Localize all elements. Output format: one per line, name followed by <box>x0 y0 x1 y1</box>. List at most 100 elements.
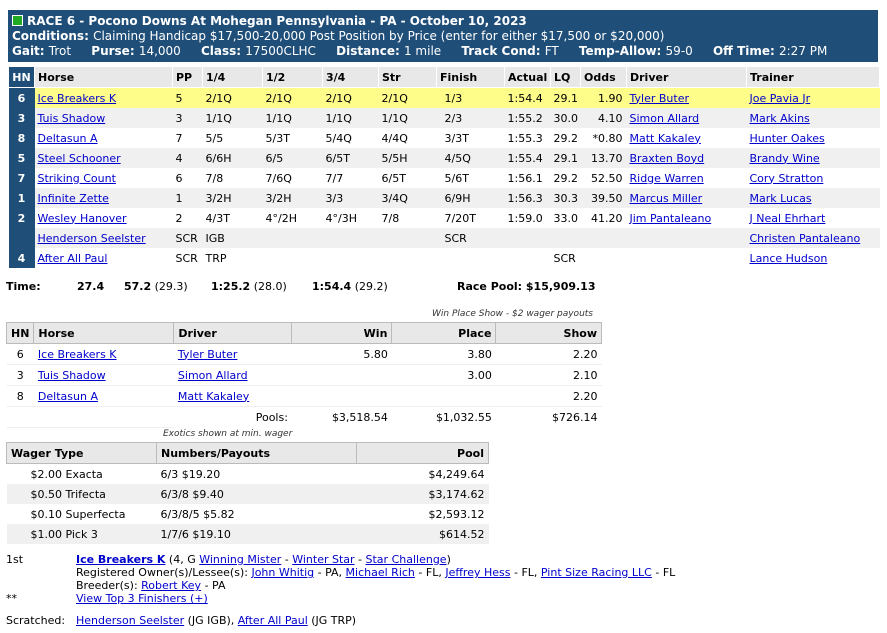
result-horse-link[interactable]: Steel Schooner <box>37 151 121 165</box>
wps-horse-link[interactable]: Tuis Shadow <box>37 368 106 382</box>
result-horse-link[interactable]: Tuis Shadow <box>37 111 106 125</box>
result-cell: Marcus Miller <box>626 188 747 208</box>
view-top3-link[interactable]: View Top 3 Finishers (+) <box>76 592 208 605</box>
scratched-horse-link[interactable]: After All Paul <box>237 614 308 627</box>
result-trainer-link[interactable]: Mark Lucas <box>749 191 812 205</box>
result-trainer-link[interactable]: Hunter Oakes <box>749 131 825 145</box>
result-odds <box>580 228 627 248</box>
exotic-row: $2.00 Exacta 6/3 $19.20 $4,249.64 <box>7 464 489 485</box>
result-pp: 2 <box>175 211 183 225</box>
result-trainer-link[interactable]: Brandy Wine <box>749 151 820 165</box>
wps-driver-link[interactable]: Simon Allard <box>177 368 248 382</box>
wps-horse-link[interactable]: Ice Breakers K <box>37 347 117 361</box>
owner-link[interactable]: John Whitig <box>251 566 315 579</box>
time-final-split: (29.2) <box>354 280 388 293</box>
results-table: HN Horse PP 1/4 1/2 3/4 Str Finish Actua… <box>8 66 880 268</box>
result-cell: J Neal Ehrhart <box>747 208 880 228</box>
result-trainer-link[interactable]: Cory Stratton <box>749 171 824 185</box>
wps-row: 8 Deltasun A Matt Kakaley 2.20 <box>6 385 602 407</box>
wps-col-show: Show <box>495 322 602 344</box>
winner-name-link[interactable]: Ice Breakers K <box>76 553 166 566</box>
result-cell: Striking Count <box>35 168 173 188</box>
result-horse-link[interactable]: Striking Count <box>37 171 116 185</box>
result-lq: 30.0 <box>550 108 581 128</box>
result-half: 6/5 <box>262 148 323 168</box>
result-driver-link[interactable]: Jim Pantaleano <box>629 211 712 225</box>
result-hn: 5 <box>8 148 35 168</box>
time-three-quarter-split: (28.0) <box>253 280 287 293</box>
wps-horse-link[interactable]: Deltasun A <box>37 389 98 403</box>
result-driver-link[interactable]: Simon Allard <box>629 111 700 125</box>
result-stretch: 5/5H <box>378 148 437 168</box>
result-horse-link[interactable]: Wesley Hanover <box>37 211 127 225</box>
result-cell: Deltasun A <box>35 128 173 148</box>
result-trainer-link[interactable]: J Neal Ehrhart <box>749 211 826 225</box>
result-lq: 29.2 <box>553 131 579 145</box>
result-half: 4°/2H <box>265 211 297 225</box>
result-row: 2 Wesley Hanover 2 4/3T 4°/2H 4°/3H 7/8 7/20T 1:… <box>8 208 880 228</box>
purse-value: 14,000 <box>138 44 181 58</box>
result-lq <box>550 228 581 248</box>
ex-col-type: Wager Type <box>6 442 157 464</box>
exotic-type: $2.00 Exacta <box>30 467 103 481</box>
result-driver-link[interactable]: Ridge Warren <box>629 171 704 185</box>
result-driver-link[interactable]: Matt Kakaley <box>629 131 701 145</box>
result-odds: 39.50 <box>580 188 627 208</box>
dam-link[interactable]: Winter Star <box>292 553 355 566</box>
owner-loc: - PA, <box>317 566 343 579</box>
result-hn: 8 <box>8 128 35 148</box>
result-horse-link[interactable]: After All Paul <box>37 251 108 265</box>
result-three-quarter: 3/3 <box>322 188 379 208</box>
owner-loc: - FL, <box>418 566 442 579</box>
damsire-link[interactable]: Star Challenge <box>365 553 447 566</box>
result-stretch <box>378 228 437 248</box>
wps-driver-link[interactable]: Tyler Buter <box>177 347 238 361</box>
result-trainer-link[interactable]: Lance Hudson <box>749 251 828 265</box>
race-pool-group: Race Pool: $15,909.13 <box>457 280 596 293</box>
result-actual: 1:59.0 <box>507 211 543 225</box>
result-horse-link[interactable]: Henderson Seelster <box>37 231 146 245</box>
col-quarter: 1/4 <box>202 66 263 88</box>
exotic-row: $0.50 Trifecta 6/3/8 $9.40 $3,174.62 <box>6 484 489 504</box>
result-three-quarter: 4°/3H <box>325 211 357 225</box>
breeder-link[interactable]: Robert Key <box>141 579 202 592</box>
exotic-payout: 6/3/8 $9.40 <box>156 484 357 504</box>
class-value: 17500CLHC <box>245 44 316 58</box>
result-trainer-link[interactable]: Joe Pavia Jr <box>749 91 811 105</box>
wps-col-driver: Driver <box>173 322 293 344</box>
time-three-quarter-group: 1:25.2 (28.0) <box>211 280 287 293</box>
temp-label: Temp-Allow: <box>578 44 662 58</box>
wps-driver-cell: Tyler Buter <box>173 343 292 365</box>
result-horse-link[interactable]: Deltasun A <box>37 131 98 145</box>
wps-show: 2.20 <box>495 385 602 407</box>
scratched-horse-link[interactable]: Henderson Seelster <box>76 614 185 627</box>
result-stretch <box>379 248 437 268</box>
results-header-row: HN Horse PP 1/4 1/2 3/4 Str Finish Actua… <box>8 66 880 88</box>
col-three-quarter: 3/4 <box>322 66 379 88</box>
wps-driver-link[interactable]: Matt Kakaley <box>177 389 250 403</box>
result-half: 3/2H <box>262 188 323 208</box>
result-trainer-link[interactable]: Christen Pantaleano <box>749 231 861 245</box>
result-driver-link[interactable]: Braxten Boyd <box>629 151 705 165</box>
time-half-group: 57.2 (29.3) <box>124 280 188 293</box>
result-odds: 4.10 <box>580 108 627 128</box>
result-odds: 41.20 <box>591 211 623 225</box>
result-pp: 5 <box>172 87 203 108</box>
result-cell: Hunter Oakes <box>747 128 880 148</box>
result-pp: 6 <box>175 171 183 185</box>
wps-place: 3.00 <box>391 364 496 386</box>
result-lq: 33.0 <box>553 211 579 225</box>
result-driver-link[interactable]: Tyler Buter <box>629 91 689 105</box>
sire-link[interactable]: Winning Mister <box>199 553 282 566</box>
result-trainer-link[interactable]: Mark Akins <box>749 111 810 125</box>
owner-link[interactable]: Pint Size Racing LLC <box>540 566 652 579</box>
result-driver-link[interactable]: Marcus Miller <box>629 191 703 205</box>
wps-win <box>291 364 392 386</box>
result-hn: 3 <box>8 108 35 128</box>
results-body: 6 Ice Breakers K 5 2/1Q 2/1Q 2/1Q 2/1Q 1/3 1:54.… <box>8 87 880 268</box>
result-horse-link[interactable]: Infinite Zette <box>37 191 109 205</box>
owner-link[interactable]: Jeffrey Hess <box>445 566 511 579</box>
wps-col-win: Win <box>291 322 393 344</box>
result-horse-link[interactable]: Ice Breakers K <box>37 91 117 105</box>
owner-link[interactable]: Michael Rich <box>345 566 415 579</box>
